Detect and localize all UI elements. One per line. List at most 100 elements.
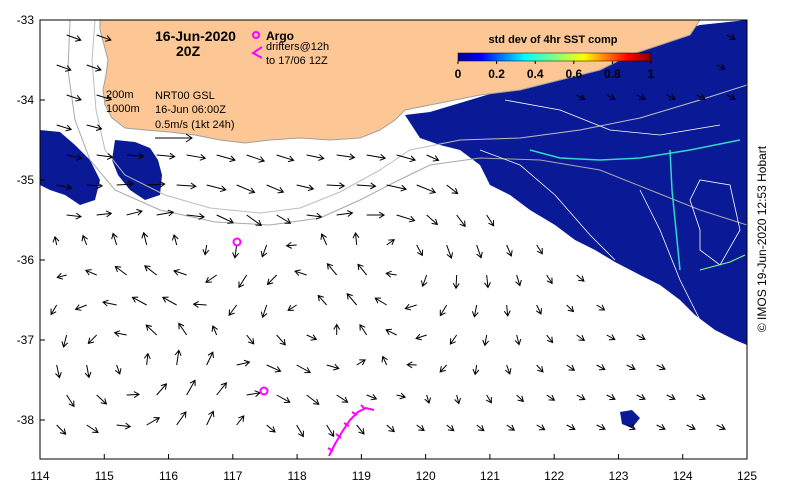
drifter-legend-icon — [251, 46, 263, 59]
current-arrow — [566, 364, 576, 371]
current-arrow — [484, 274, 491, 289]
current-arrow — [96, 210, 113, 218]
current-arrow — [666, 93, 676, 101]
current-arrow — [84, 364, 92, 379]
current-arrow — [232, 244, 239, 259]
current-arrow — [236, 184, 256, 194]
current-arrow — [366, 154, 387, 161]
current-arrow — [276, 154, 295, 163]
current-arrow — [285, 241, 297, 249]
current-arrow — [439, 364, 448, 373]
current-arrow — [96, 394, 108, 405]
colorbar-tick-label: 0.8 — [604, 67, 621, 81]
current-arrow — [439, 304, 448, 317]
current-arrow — [352, 232, 360, 246]
y-tick-label: -34 — [17, 93, 35, 107]
sst-contour — [689, 179, 741, 266]
x-tick-label: 117 — [223, 469, 242, 483]
current-arrow — [306, 334, 318, 341]
current-arrow — [66, 212, 82, 220]
current-arrow — [66, 94, 82, 102]
vector-scale-label: 0.5m/s (1kt 24h) — [155, 119, 234, 131]
current-arrow — [246, 214, 263, 226]
current-arrow — [535, 304, 543, 315]
current-arrow — [596, 364, 606, 371]
y-tick-label: -37 — [17, 333, 35, 347]
current-arrow — [514, 334, 522, 346]
current-arrow — [66, 34, 82, 42]
drifter-legend-line2: to 17/06 12Z — [266, 55, 328, 67]
current-arrow — [396, 392, 407, 400]
current-arrow — [114, 364, 122, 375]
current-arrow — [96, 153, 114, 160]
current-arrow — [476, 244, 483, 259]
x-tick-label: 116 — [159, 469, 178, 483]
current-arrow — [416, 184, 437, 194]
current-arrow — [246, 154, 266, 163]
current-arrow — [366, 393, 378, 401]
current-arrow — [206, 184, 227, 193]
current-arrow — [56, 124, 73, 132]
current-arrow — [456, 214, 466, 228]
x-tick-label: 115 — [95, 469, 114, 483]
current-arrow — [536, 364, 544, 373]
y-tick-label: -33 — [17, 13, 35, 27]
current-arrow — [236, 359, 251, 367]
current-arrow — [81, 234, 88, 246]
colorbar-tick-label: 1 — [648, 67, 655, 81]
colorbar-tick-label: 0.6 — [565, 67, 582, 81]
current-arrow — [186, 154, 207, 161]
current-arrow — [143, 352, 151, 366]
current-arrow — [482, 334, 490, 347]
current-arrow — [266, 364, 282, 373]
x-tick-label: 123 — [608, 469, 628, 483]
current-arrow — [186, 379, 196, 396]
current-arrow — [86, 124, 103, 132]
drifter-track — [327, 404, 375, 457]
current-arrow — [84, 269, 97, 276]
current-arrow — [86, 182, 104, 190]
current-arrow — [449, 334, 458, 345]
current-arrow — [606, 334, 616, 341]
current-arrow — [50, 304, 58, 316]
current-arrow — [726, 93, 736, 101]
current-arrow — [546, 334, 554, 344]
sst-contour — [504, 99, 721, 136]
current-arrow — [546, 394, 556, 401]
current-arrow — [576, 274, 585, 282]
current-arrow — [406, 361, 417, 369]
current-arrow — [216, 154, 236, 163]
current-arrow — [86, 424, 99, 434]
current-arrow — [536, 424, 546, 431]
current-arrow — [216, 214, 235, 224]
current-arrow — [86, 64, 102, 72]
current-arrow — [636, 394, 646, 401]
current-arrow — [206, 351, 214, 366]
current-arrow — [306, 212, 323, 220]
current-arrow — [66, 154, 83, 161]
vector-scale-arrow — [155, 133, 193, 143]
current-arrow — [385, 270, 397, 278]
current-arrow — [536, 244, 543, 255]
current-arrow — [156, 209, 175, 217]
current-arrow — [374, 297, 387, 306]
current-arrow — [336, 153, 356, 161]
current-arrow — [666, 393, 676, 401]
y-axis: -33 -34 -35 -36 -37 -38 — [17, 13, 45, 427]
current-arrow — [424, 394, 431, 405]
current-arrow — [326, 424, 335, 438]
current-arrow — [296, 364, 311, 374]
current-arrow — [656, 364, 666, 371]
current-arrow — [178, 322, 188, 336]
current-arrow — [356, 182, 377, 190]
current-arrow — [176, 182, 197, 190]
current-arrow — [566, 304, 575, 313]
current-arrow — [266, 184, 285, 194]
current-arrow — [366, 211, 386, 219]
current-arrow — [576, 394, 586, 401]
current-arrow — [87, 334, 98, 345]
current-arrow — [114, 265, 127, 276]
current-arrow — [576, 94, 586, 101]
current-arrow — [386, 184, 408, 192]
